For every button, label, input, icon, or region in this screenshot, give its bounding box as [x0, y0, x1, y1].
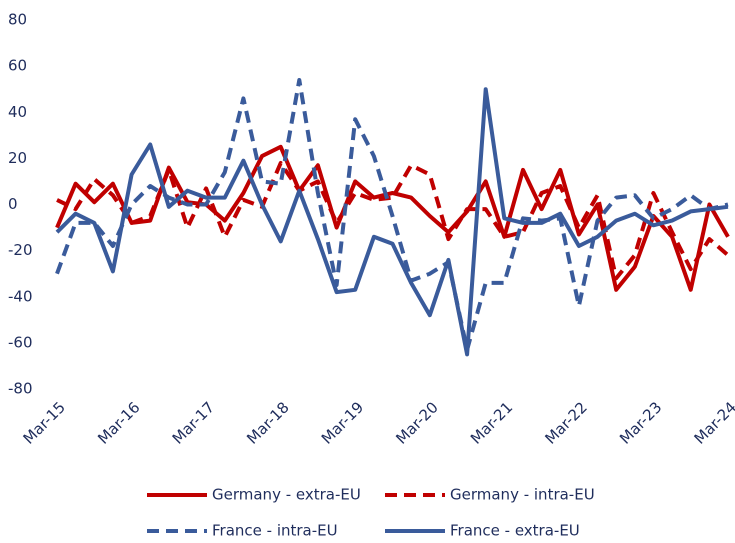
legend-label: Germany - intra-EU: [450, 486, 595, 504]
y-tick-label: -20: [8, 241, 33, 259]
y-tick-label: 80: [8, 11, 27, 29]
series-line: [55, 144, 730, 292]
x-tick-label: Mar-16: [94, 398, 143, 447]
series-line: [56, 161, 730, 281]
legend-label: France - extra-EU: [450, 522, 580, 540]
x-tick-label: Mar-23: [616, 398, 665, 447]
x-tick-label: Mar-24: [691, 398, 735, 447]
x-tick-label: Mar-20: [392, 398, 441, 447]
y-tick-label: -40: [8, 287, 33, 305]
y-tick-label: 0: [8, 195, 18, 213]
y-tick-label: -80: [8, 380, 33, 398]
x-tick-label: Mar-15: [20, 398, 69, 447]
y-tick-label: 60: [8, 57, 27, 75]
y-tick-label: -60: [8, 333, 33, 351]
x-tick-label: Mar-21: [467, 398, 516, 447]
series-line: [55, 78, 729, 352]
legend-label: Germany - extra-EU: [212, 486, 361, 504]
x-tick-label: Mar-19: [318, 398, 367, 447]
y-tick-label: 40: [8, 103, 27, 121]
x-tick-label: Mar-17: [169, 398, 218, 447]
series-line: [55, 87, 729, 357]
x-tick-label: Mar-22: [542, 398, 591, 447]
x-tick-label: Mar-18: [243, 398, 292, 447]
y-tick-label: 20: [8, 149, 27, 167]
legend-label: France - intra-EU: [212, 522, 338, 540]
